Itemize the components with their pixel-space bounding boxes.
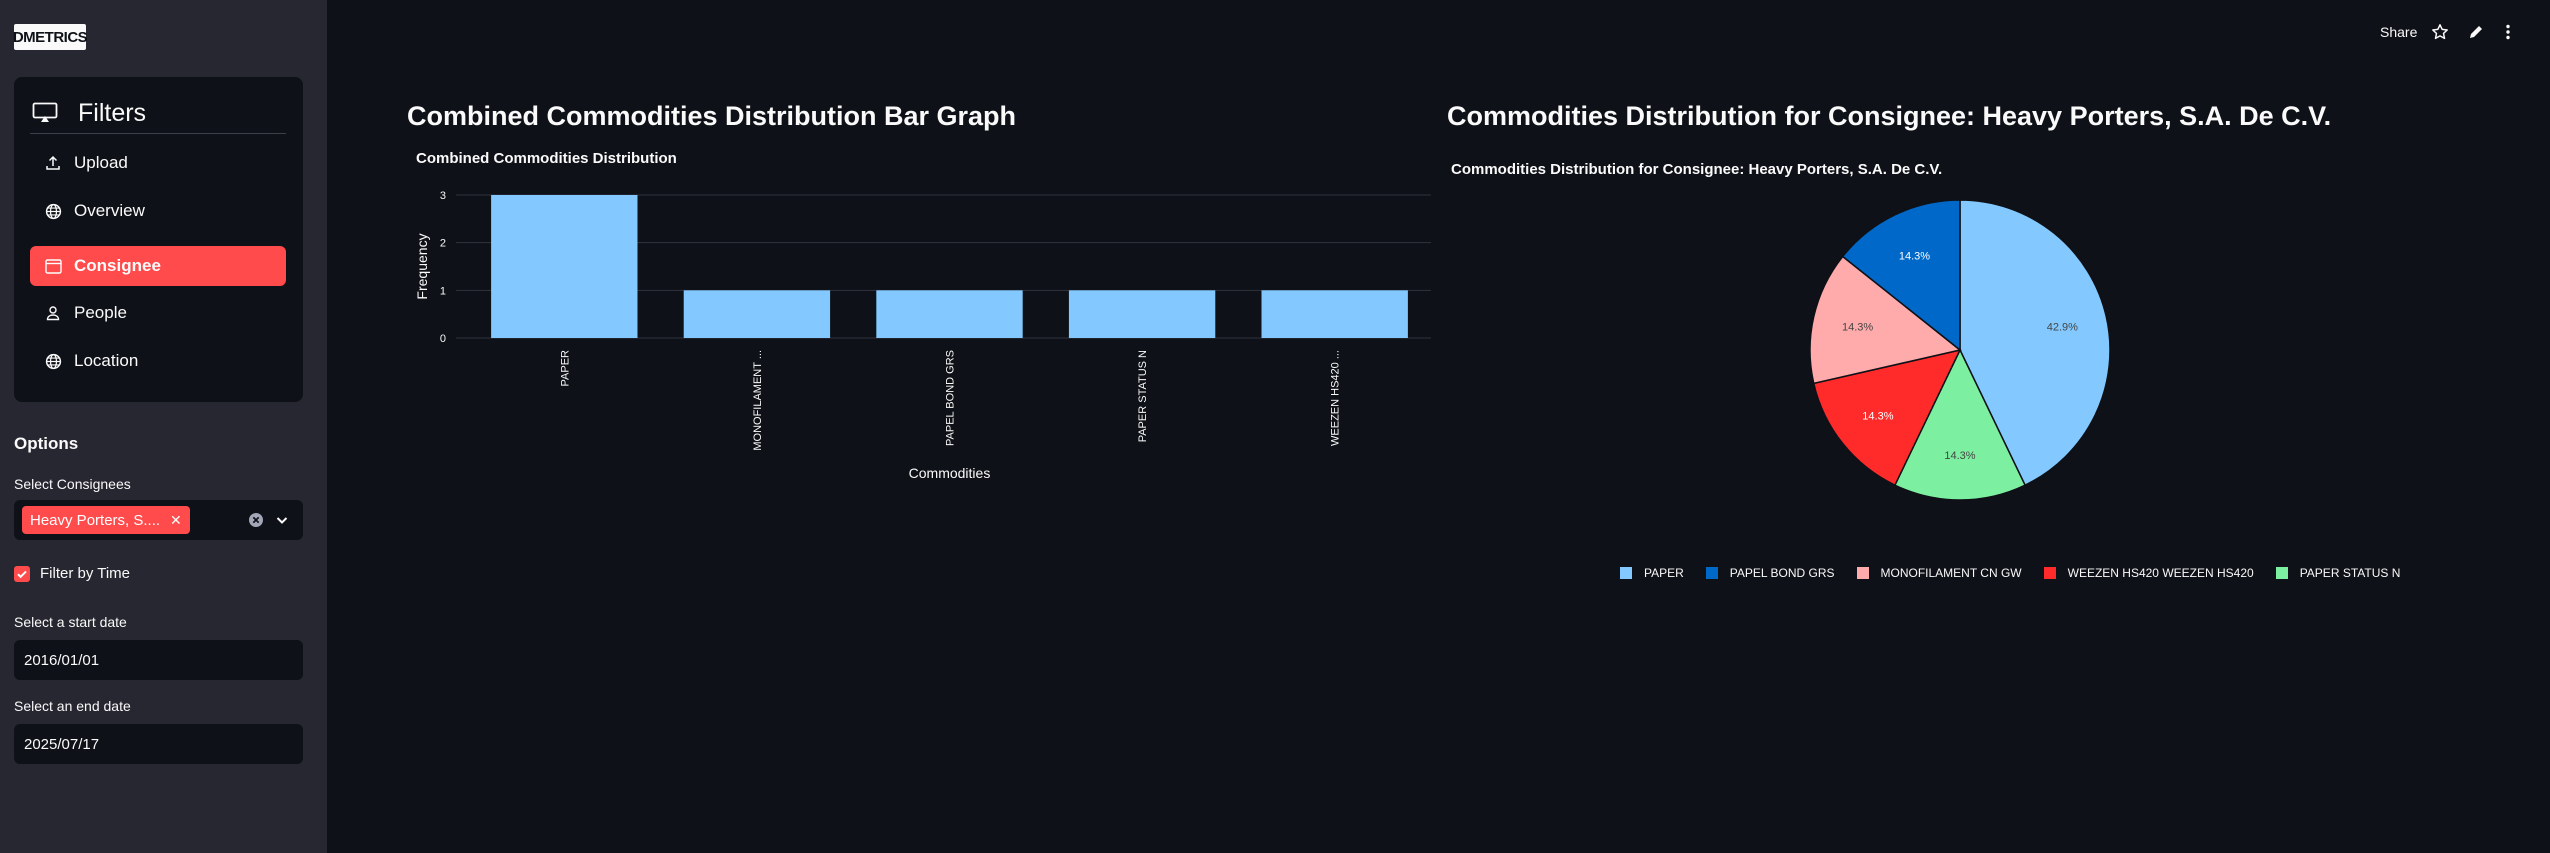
bar-chart: 0 1 2 3 PAPER MONOFILAMENT ... PAPEL BOND GRS P… — [414, 190, 1431, 481]
legend-swatch — [1620, 567, 1632, 579]
pie-slice — [1959, 199, 2111, 487]
start-date-input[interactable]: 2016/01/01 — [14, 640, 303, 680]
x-tick-label: PAPER — [559, 350, 571, 387]
monitor-icon — [32, 102, 58, 124]
nav-item-people[interactable]: People — [30, 293, 286, 333]
options-heading: Options — [14, 434, 79, 453]
legend-item[interactable]: PAPER — [1620, 566, 1684, 580]
remove-tag-icon[interactable]: ✕ — [170, 511, 182, 528]
consignee-multiselect[interactable]: Heavy Porters, S.... ✕ — [14, 500, 303, 540]
sidebar: DMETRICS Filters Upload Overview Consign… — [0, 0, 327, 853]
x-tick-label: WEEZEN HS420 ... — [1330, 350, 1342, 446]
consignees-label: Select Consignees — [14, 476, 131, 492]
app-logo[interactable]: DMETRICS — [13, 24, 88, 50]
chevron-down-icon[interactable] — [274, 512, 290, 533]
pie-slice — [1809, 255, 1962, 385]
start-date-value: 2016/01/01 — [24, 651, 100, 669]
pie-slice — [1841, 199, 1961, 352]
bar — [1261, 290, 1408, 338]
pie-slice — [1893, 348, 2027, 501]
bar — [491, 195, 638, 338]
pie-section-title: Commodities Distribution for Consignee: … — [1447, 101, 2332, 131]
x-tick-label: MONOFILAMENT ... — [752, 350, 764, 451]
globe-icon — [44, 202, 62, 220]
nav-label: Location — [74, 351, 139, 370]
nav-menu: Filters Upload Overview Consignee People — [14, 77, 303, 402]
legend-item[interactable]: WEEZEN HS420 WEEZEN HS420 — [2043, 566, 2254, 580]
globe-icon — [44, 352, 62, 370]
share-button[interactable]: Share — [2380, 24, 2418, 40]
legend-label: PAPER — [1644, 566, 1684, 580]
nav-label: Overview — [74, 201, 145, 220]
legend-label: PAPER STATUS N — [2299, 566, 2401, 580]
bar — [683, 290, 831, 338]
y-tick-label: 0 — [440, 333, 446, 345]
y-tick-label: 1 — [440, 285, 446, 297]
consignee-tag[interactable]: Heavy Porters, S.... ✕ — [22, 506, 190, 534]
more-menu-icon[interactable] — [2505, 24, 2511, 45]
pie-slice-label: 14.3% — [1842, 322, 1873, 334]
legend-item[interactable]: PAPER STATUS N — [2275, 566, 2401, 580]
bar-section-title: Combined Commodities Distribution Bar Gr… — [407, 101, 1017, 131]
bar — [876, 290, 1023, 338]
pie-slice-label: 42.9% — [2047, 322, 2078, 334]
filter-time-row[interactable]: Filter by Time — [14, 565, 130, 582]
pie-chart-title: Commodities Distribution for Consignee: … — [1451, 161, 1943, 178]
star-icon[interactable] — [2431, 23, 2449, 46]
clear-icon[interactable] — [248, 512, 264, 533]
legend-swatch — [2043, 567, 2056, 579]
person-icon — [44, 304, 62, 322]
pie-slice-label: 14.3% — [1862, 410, 1893, 422]
legend-label: WEEZEN HS420 WEEZEN HS420 — [2067, 566, 2254, 580]
legend-label: MONOFILAMENT CN GW — [1880, 566, 2022, 580]
legend-swatch — [1856, 567, 1869, 579]
nav-label: Consignee — [74, 256, 161, 275]
pie-slice — [1812, 348, 1962, 487]
upload-icon — [44, 154, 62, 172]
edit-icon[interactable] — [2468, 24, 2484, 45]
legend-label: PAPEL BOND GRS — [1729, 566, 1835, 580]
pie-slice-label: 14.3% — [1899, 250, 1930, 262]
filter-time-checkbox[interactable] — [14, 565, 30, 582]
nav-item-location[interactable]: Location — [30, 341, 286, 381]
bar-chart-title: Combined Commodities Distribution — [416, 150, 677, 167]
x-tick-label: PAPEL BOND GRS — [945, 350, 957, 446]
y-tick-label: 2 — [440, 238, 446, 250]
legend-swatch — [1705, 567, 1718, 579]
start-date-label: Select a start date — [14, 614, 127, 630]
x-tick-label: PAPER STATUS N — [1137, 350, 1149, 442]
pie-legend: PAPER PAPEL BOND GRS MONOFILAMENT CN GW WEE… — [1620, 566, 2422, 580]
filter-time-label: Filter by Time — [40, 565, 131, 582]
nav-label: Upload — [74, 153, 128, 172]
x-axis-label: Commodities — [909, 465, 991, 481]
y-axis-label: Frequency — [414, 233, 430, 299]
legend-swatch — [2275, 567, 2288, 579]
nav-header: Filters — [30, 93, 286, 134]
pie-chart: 42.9% 14.3% 14.3% 14.3% 14.3% — [1809, 199, 2111, 501]
nav-item-upload[interactable]: Upload — [30, 143, 286, 183]
legend-item[interactable]: PAPEL BOND GRS — [1705, 566, 1835, 580]
consignee-tag-label: Heavy Porters, S.... — [30, 511, 161, 529]
window-icon — [44, 257, 62, 275]
nav-item-consignee[interactable]: Consignee — [30, 246, 286, 286]
nav-label: People — [74, 303, 127, 322]
pie-slice-label: 14.3% — [1944, 450, 1975, 462]
end-date-label: Select an end date — [14, 698, 131, 714]
bar — [1068, 290, 1216, 338]
legend-item[interactable]: MONOFILAMENT CN GW — [1856, 566, 2022, 580]
y-tick-label: 3 — [440, 190, 446, 202]
nav-title: Filters — [78, 98, 147, 127]
nav-item-overview[interactable]: Overview — [30, 191, 286, 231]
end-date-value: 2025/07/17 — [24, 735, 100, 753]
end-date-input[interactable]: 2025/07/17 — [14, 724, 303, 764]
